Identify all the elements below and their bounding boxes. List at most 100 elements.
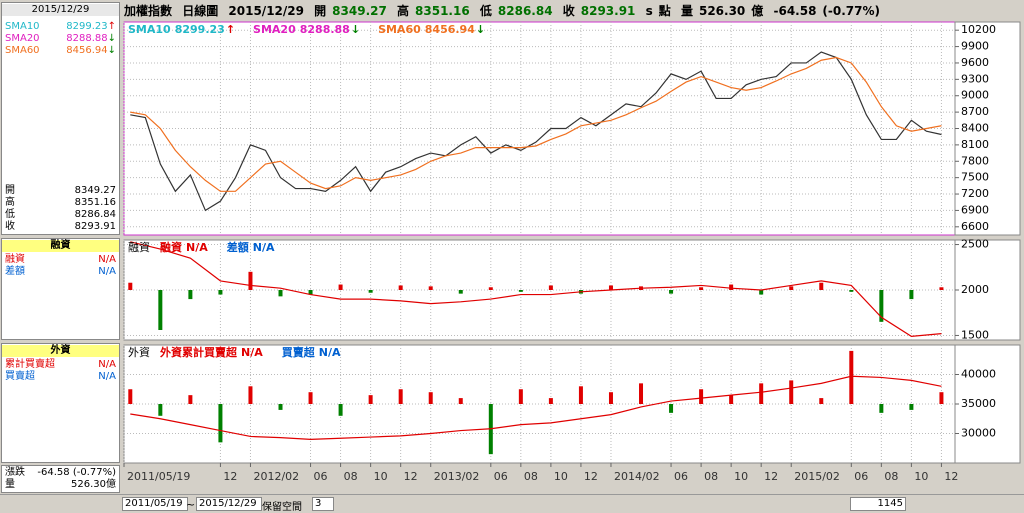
x-tick-label: 2012/02 — [253, 470, 299, 483]
x-tick-label: 08 — [524, 470, 538, 483]
bar — [398, 389, 403, 404]
bar — [849, 350, 854, 404]
bar — [639, 383, 644, 404]
bar — [608, 392, 613, 404]
legend-name: 融資 — [160, 240, 182, 254]
sma-row: SMA60 8456.94↓ — [5, 45, 116, 57]
legend-name: 買賣超 — [282, 345, 316, 359]
y-tick-label: 2500 — [961, 238, 989, 251]
bar — [248, 271, 253, 290]
legend-name: SMA20 — [253, 23, 296, 36]
sma-row: SMA10 8299.23↑ — [5, 21, 116, 33]
bar — [218, 290, 223, 295]
value: N/A — [98, 266, 116, 277]
legend-row: 差額 N/A — [5, 266, 116, 278]
x-tick-label: 2011/05/19 — [127, 470, 190, 483]
legend-row: 累計買賣超 N/A — [5, 359, 116, 371]
y-tick-label: 7500 — [961, 171, 989, 184]
y-tick-label: 9300 — [961, 72, 989, 85]
x-tick-label: 10 — [554, 470, 568, 483]
bar — [278, 290, 283, 297]
high: 8351.16 — [415, 4, 470, 18]
sma-value: 8288.88 — [66, 33, 108, 44]
x-tick-label: 10 — [734, 470, 748, 483]
change-pct: (-0.77%) — [822, 4, 881, 18]
x-tick-label: 06 — [314, 470, 328, 483]
x-tick-label: 12 — [944, 470, 958, 483]
x-tick-label: 12 — [584, 470, 598, 483]
legend-value: N/A — [186, 241, 208, 254]
bar — [699, 287, 704, 290]
label: 低 — [5, 209, 15, 220]
name: 融資 — [5, 254, 25, 265]
sma-value: 8299.23 — [66, 21, 108, 32]
label: 收 — [5, 221, 15, 232]
bar — [699, 389, 704, 404]
legend-name: 外資累計買賣超 — [159, 345, 238, 359]
y-tick-label: 35000 — [961, 397, 996, 410]
bar — [729, 284, 734, 290]
x-tick-label: 08 — [344, 470, 358, 483]
sma-name: SMA20 — [5, 33, 40, 44]
sma-name: SMA60 — [5, 45, 40, 56]
panel-title: 外資 — [128, 346, 150, 359]
high-label: 高 — [397, 4, 410, 18]
line-series — [130, 56, 942, 192]
mode: s — [645, 4, 653, 18]
volume-label: 量 — [680, 4, 693, 18]
bar — [308, 392, 313, 404]
y-tick-label: 40000 — [961, 368, 996, 381]
bar — [909, 290, 914, 300]
label: 高 — [5, 197, 15, 208]
period: 日線圖 — [182, 4, 219, 18]
panel-title: 融資 — [2, 240, 119, 252]
low-label: 低 — [479, 4, 492, 18]
bar — [789, 380, 794, 404]
bar — [128, 389, 133, 404]
ohlc-row: 高 8351.16 — [5, 197, 116, 209]
sma-name: SMA10 — [5, 21, 40, 32]
bar — [819, 282, 824, 290]
change: -64.58 — [37, 467, 70, 478]
bar — [548, 285, 553, 290]
bar — [368, 395, 373, 404]
bar — [518, 389, 523, 404]
axis-area — [954, 344, 1021, 464]
toolbar: 2011/05/19 ~ 2015/12/29 保留空間 3 1145 — [0, 494, 1024, 513]
y-tick-label: 8700 — [961, 105, 989, 118]
volume-unit: 億 — [751, 4, 764, 18]
volume-row: 量 526.30億 — [5, 479, 116, 491]
change-pct: (-0.77%) — [72, 467, 116, 478]
y-tick-label: 8100 — [961, 138, 989, 151]
ohlc-row: 開 8349.27 — [5, 185, 116, 197]
from-date[interactable]: 2011/05/19 — [122, 497, 188, 511]
count[interactable]: 1145 — [850, 497, 906, 511]
volume: 526.30 — [698, 4, 746, 18]
legend-name: SMA60 — [378, 23, 421, 36]
legend-arrow: ↑ — [226, 23, 235, 36]
y-tick-label: 9900 — [961, 40, 989, 53]
bar — [128, 282, 133, 290]
bar — [759, 383, 764, 404]
x-tick-label: 2015/02 — [794, 470, 840, 483]
bar — [188, 395, 193, 404]
low: 8286.84 — [497, 4, 553, 18]
bar — [458, 398, 463, 404]
x-tick-label: 06 — [674, 470, 688, 483]
label: 開 — [5, 185, 15, 196]
to-date[interactable]: 2015/12/29 — [196, 497, 262, 511]
bar — [608, 285, 613, 290]
value: 8351.16 — [74, 197, 116, 208]
bar — [218, 404, 223, 443]
legend-name: 差額 — [227, 240, 249, 254]
sidebar-margin: 融資 融資 N/A 差額 N/A — [1, 238, 120, 340]
date: 2015/12/29 — [228, 4, 304, 18]
legend-arrow: ↓ — [476, 23, 485, 36]
y-tick-label: 2000 — [961, 283, 989, 296]
value: N/A — [98, 254, 116, 265]
tilde: ~ — [186, 498, 196, 511]
bar — [158, 290, 163, 330]
y-tick-label: 7800 — [961, 154, 989, 167]
reserve-value[interactable]: 3 — [312, 497, 334, 511]
close: 8293.91 — [580, 4, 636, 18]
